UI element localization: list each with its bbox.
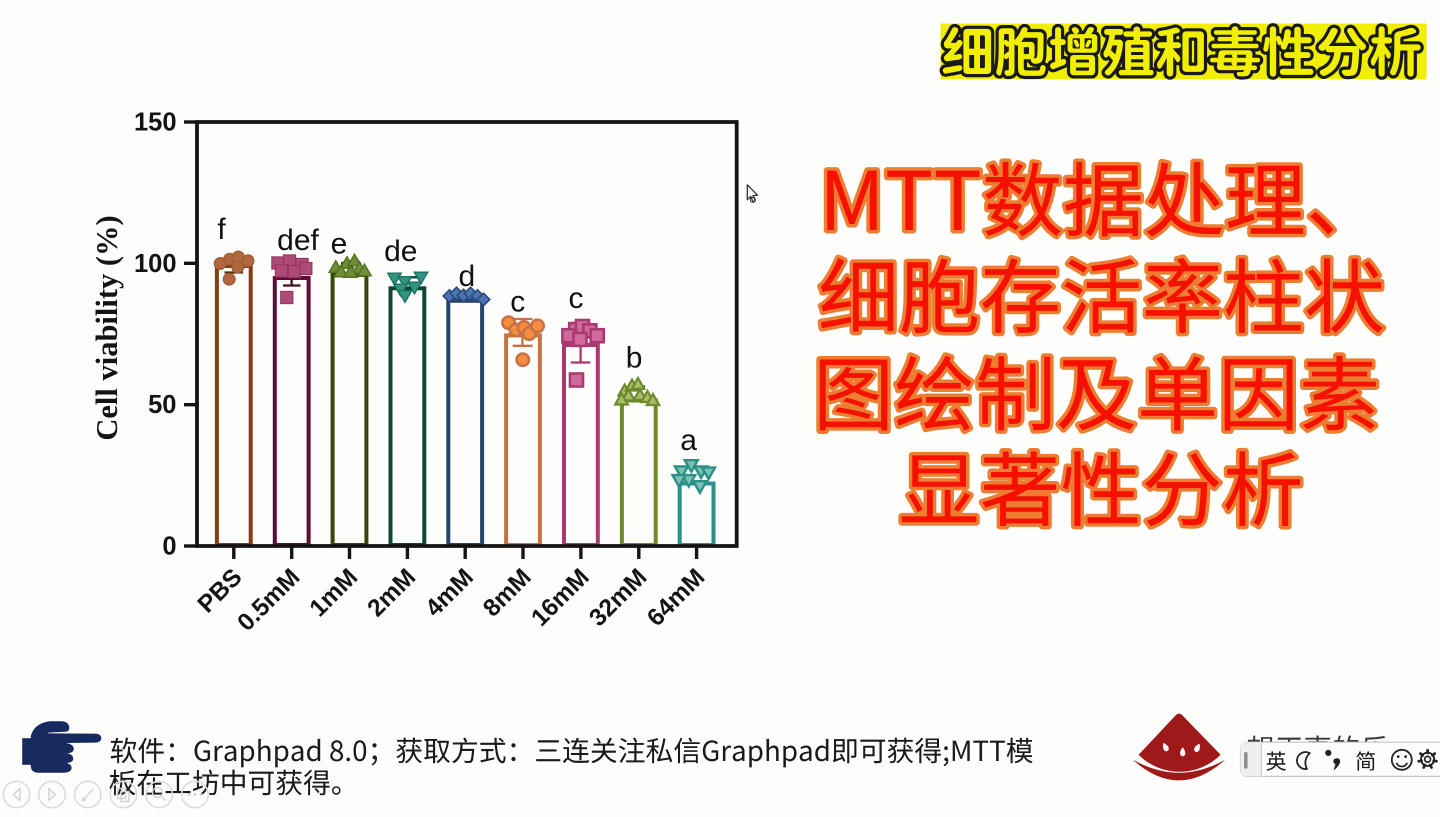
svg-text:e: e xyxy=(331,228,348,261)
svg-text:Cell viability (%): Cell viability (%) xyxy=(90,215,124,440)
svg-text:def: def xyxy=(277,224,319,257)
svg-text:a: a xyxy=(680,424,697,457)
svg-text:2mM: 2mM xyxy=(363,564,422,623)
svg-text:50: 50 xyxy=(148,391,176,419)
svg-text:16mM: 16mM xyxy=(526,564,594,632)
svg-text:de: de xyxy=(384,235,417,268)
svg-text:64mM: 64mM xyxy=(642,564,710,632)
svg-text:100: 100 xyxy=(134,250,177,278)
svg-text:1mM: 1mM xyxy=(305,564,364,623)
svg-text:c: c xyxy=(569,282,584,315)
svg-text:150: 150 xyxy=(134,109,177,137)
svg-text:32mM: 32mM xyxy=(584,564,652,632)
svg-text:0.5mM: 0.5mM xyxy=(232,564,305,637)
svg-text:4mM: 4mM xyxy=(420,564,479,623)
svg-text:f: f xyxy=(217,213,226,246)
svg-text:0: 0 xyxy=(162,533,176,561)
svg-text:b: b xyxy=(626,342,643,375)
svg-text:c: c xyxy=(510,286,525,319)
